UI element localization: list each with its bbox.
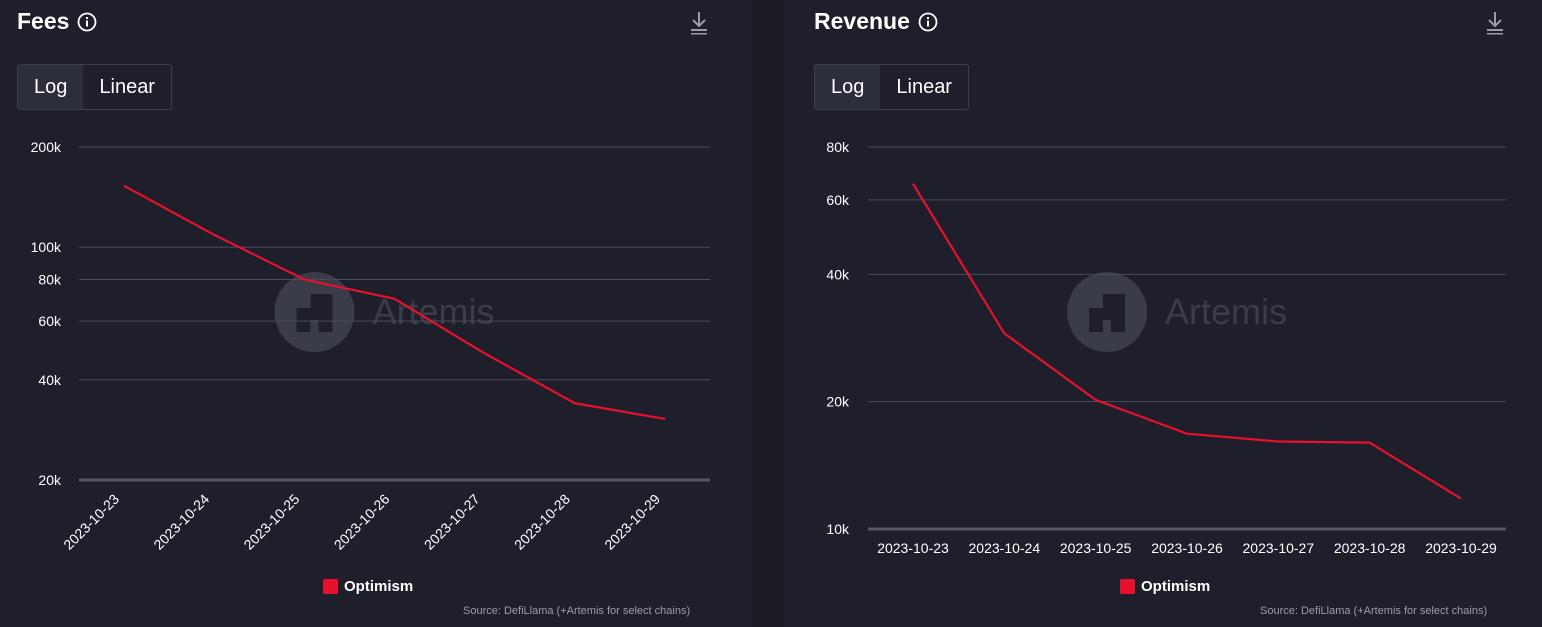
revenue-title: Revenue [814,8,910,34]
watermark-text: Artemis [1165,291,1287,332]
series-line-optimism[interactable] [912,183,1462,500]
download-icon[interactable] [688,10,710,36]
revenue-legend[interactable]: Optimism [1120,578,1210,595]
x-tick-label: 2023-10-24 [969,540,1041,556]
revenue-chart: Artemis 10k 20k 40k 60k 80k 2023-10-23 2023-10-… [826,139,1506,556]
y-tick-label: 10k [826,521,850,537]
linear-button[interactable]: Linear [99,75,155,98]
x-tick-label: 2023-10-24 [150,491,212,553]
x-tick-label: 2023-10-25 [240,491,302,553]
x-tick-label: 2023-10-28 [1334,540,1406,556]
watermark-logo-mark [296,294,333,332]
series-line-optimism[interactable] [123,184,666,421]
linear-button[interactable]: Linear [896,75,952,98]
y-tick-label: 60k [38,313,62,329]
y-tick-label: 20k [38,472,62,488]
x-tick-label: 2023-10-29 [601,491,663,553]
fees-panel: Artemis 20k 40k 60k 80k 100k 200k 2023-10-23 202… [0,0,752,627]
x-tick-label: 2023-10-23 [60,491,122,553]
x-tick-label: 2023-10-28 [511,491,573,553]
info-icon[interactable] [918,12,938,32]
legend-swatch [323,579,338,594]
y-tick-label: 80k [38,272,62,288]
fees-title-wrap: Fees [17,8,97,35]
y-tick-label: 60k [826,192,850,208]
panel-divider [752,0,784,627]
y-tick-label: 100k [31,239,62,255]
y-tick-label: 40k [826,266,850,282]
watermark-logo-mark [1089,294,1125,332]
y-tick-label: 80k [826,139,850,155]
download-icon[interactable] [1484,10,1506,36]
legend-swatch [1120,579,1135,594]
y-tick-label: 20k [826,394,850,410]
fees-legend[interactable]: Optimism [323,578,413,595]
revenue-title-wrap: Revenue [814,8,938,35]
x-tick-label: 2023-10-27 [1243,540,1315,556]
log-button[interactable]: Log [815,65,881,109]
x-tick-label: 2023-10-25 [1060,540,1132,556]
revenue-panel: Artemis 10k 20k 40k 60k 80k 2023-10-23 2023-10-… [784,0,1542,627]
watermark: Artemis [1067,272,1287,352]
log-button[interactable]: Log [18,65,84,109]
source-text: Source: DefiLlama (+Artemis for select c… [1260,605,1488,617]
y-tick-label: 200k [31,139,62,155]
x-tick-label: 2023-10-26 [331,491,393,553]
info-icon[interactable] [77,12,97,32]
x-tick-label: 2023-10-27 [421,491,483,553]
x-tick-label: 2023-10-26 [1151,540,1223,556]
legend-label: Optimism [344,578,414,595]
scale-toggle: Log Linear [17,64,172,110]
y-tick-label: 40k [38,372,62,388]
source-text: Source: DefiLlama (+Artemis for select c… [463,605,691,617]
scale-toggle: Log Linear [814,64,969,110]
x-tick-label: 2023-10-23 [877,540,949,556]
fees-title: Fees [17,8,70,34]
legend-label: Optimism [1141,578,1211,595]
x-tick-label: 2023-10-29 [1425,540,1497,556]
